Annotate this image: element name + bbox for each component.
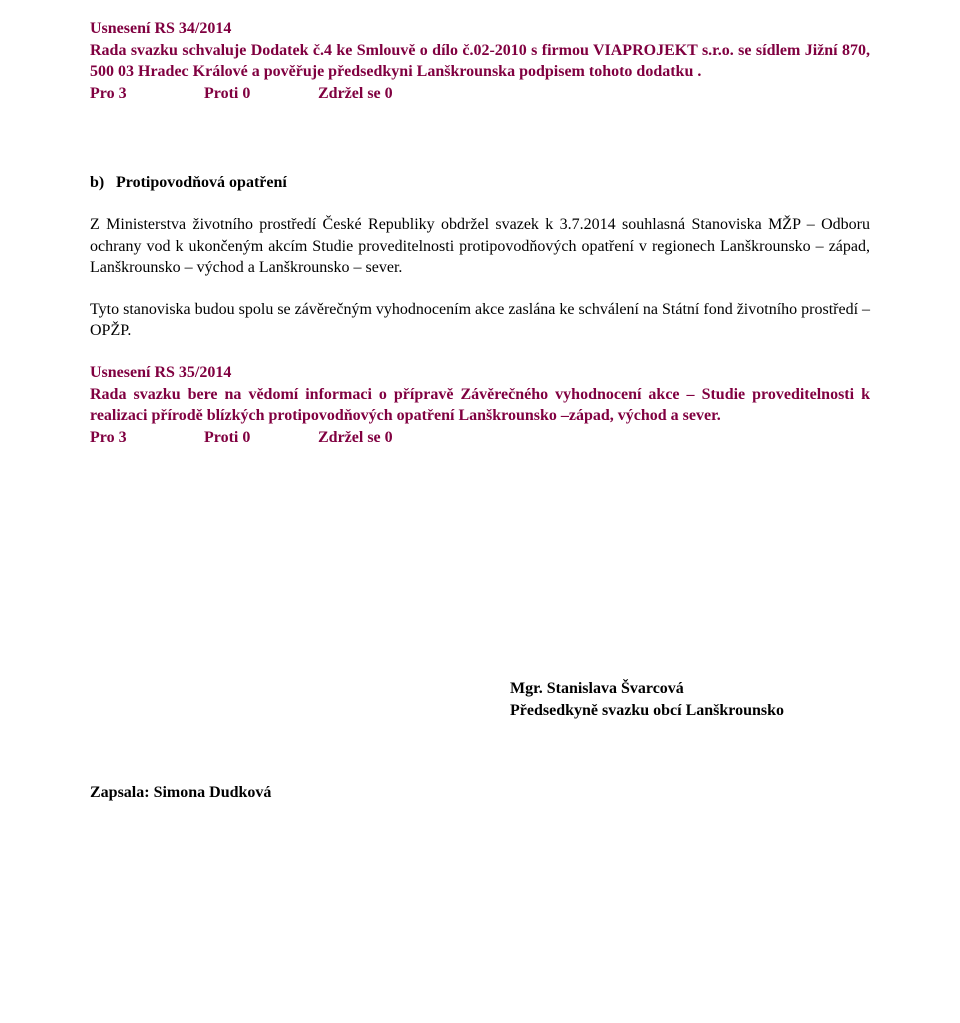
spacer [90, 279, 870, 299]
resolution-35-heading: Usnesení RS 35/2014 [90, 362, 870, 384]
vote-pro: Pro 3 [90, 83, 200, 105]
vote-pro: Pro 3 [90, 427, 200, 449]
section-b-para-1: Z Ministerstva životního prostředí České… [90, 214, 870, 279]
signature-title: Předsedkyně svazku obcí Lanškrounsko [510, 700, 870, 722]
resolution-34-heading: Usnesení RS 34/2014 [90, 18, 870, 40]
vote-proti: Proti 0 [204, 83, 314, 105]
signature-block: Mgr. Stanislava Švarcová Předsedkyně sva… [510, 678, 870, 721]
section-b-heading: b) Protipovodňová opatření [90, 172, 870, 194]
section-b-title: Protipovodňová opatření [116, 172, 287, 194]
resolution-35-vote: Pro 3 Proti 0 Zdržel se 0 [90, 427, 870, 449]
vote-proti: Proti 0 [204, 427, 314, 449]
recorded-by: Zapsala: Simona Dudková [90, 782, 870, 804]
resolution-34-body: Rada svazku schvaluje Dodatek č.4 ke Sml… [90, 40, 870, 83]
vote-zdrzel: Zdržel se 0 [318, 83, 393, 105]
resolution-35-body: Rada svazku bere na vědomí informaci o p… [90, 384, 870, 427]
spacer [90, 448, 870, 678]
spacer [90, 104, 870, 172]
vote-zdrzel: Zdržel se 0 [318, 427, 393, 449]
list-marker-b: b) [90, 172, 116, 194]
spacer [90, 194, 870, 214]
resolution-34-vote: Pro 3 Proti 0 Zdržel se 0 [90, 83, 870, 105]
section-b-para-2: Tyto stanoviska budou spolu se závěrečný… [90, 299, 870, 342]
signature-name: Mgr. Stanislava Švarcová [510, 678, 870, 700]
spacer [90, 342, 870, 362]
